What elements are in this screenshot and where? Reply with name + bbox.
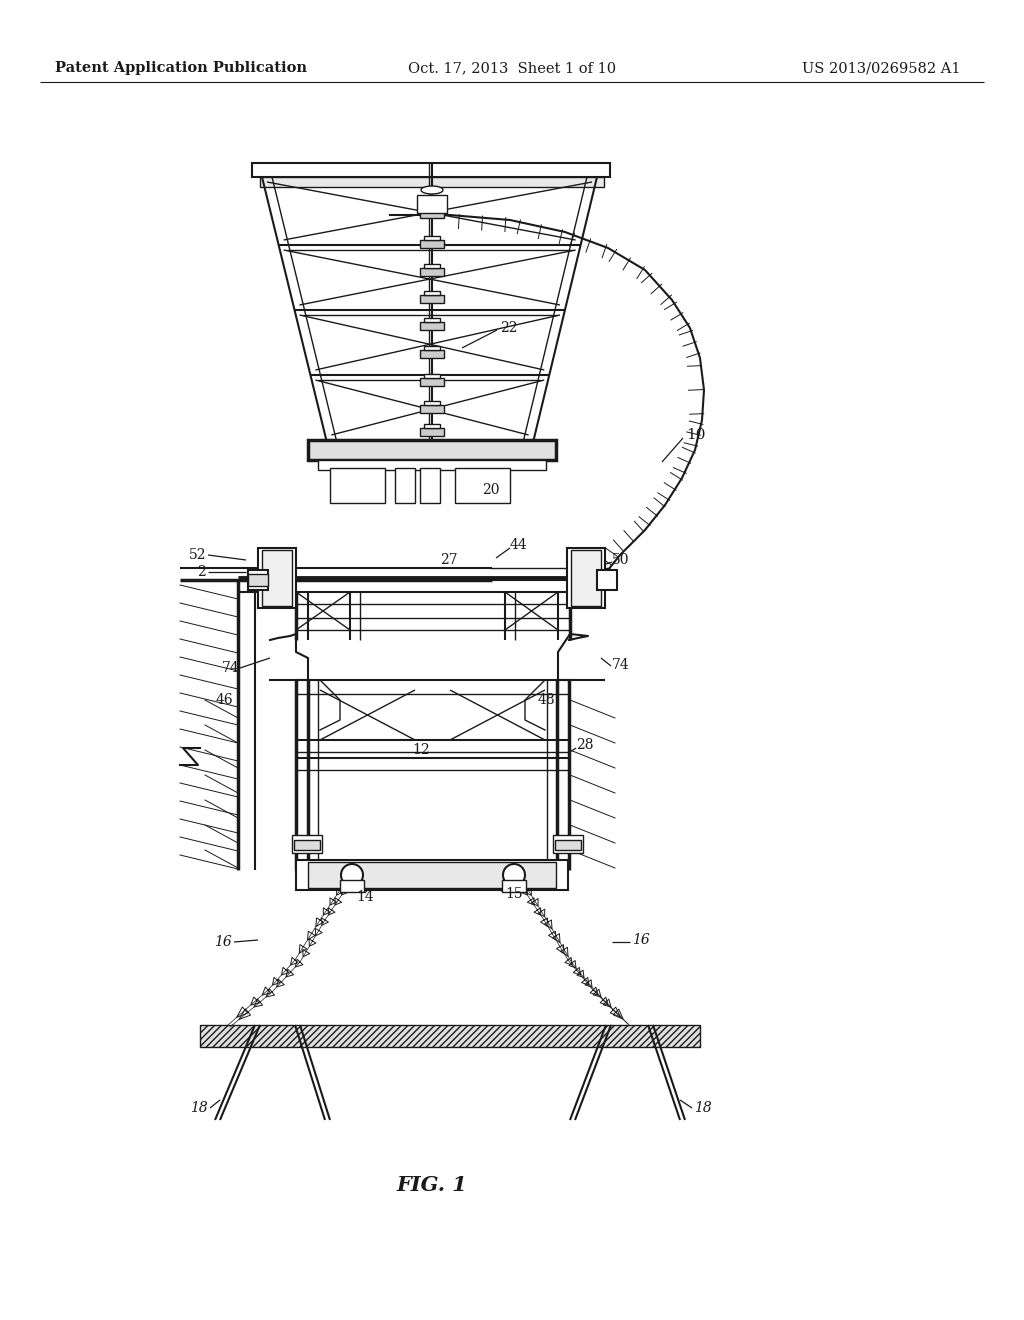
Bar: [420, 378, 444, 385]
Bar: [294, 840, 319, 850]
Text: 44: 44: [510, 539, 527, 552]
Bar: [340, 880, 364, 892]
Text: 74: 74: [222, 661, 240, 675]
Text: US 2013/0269582 A1: US 2013/0269582 A1: [802, 61, 961, 75]
Bar: [420, 428, 444, 436]
Bar: [420, 322, 444, 330]
Text: 50: 50: [612, 553, 630, 568]
Bar: [555, 840, 581, 850]
Text: 28: 28: [575, 738, 594, 752]
Bar: [502, 880, 526, 892]
Bar: [424, 318, 440, 322]
Bar: [424, 374, 440, 378]
Bar: [553, 836, 583, 853]
Bar: [420, 294, 444, 304]
Bar: [417, 195, 447, 213]
Text: 52: 52: [188, 548, 206, 562]
Bar: [262, 550, 292, 606]
Circle shape: [341, 865, 362, 886]
Bar: [292, 836, 322, 853]
Bar: [424, 206, 440, 210]
Text: 22: 22: [500, 321, 517, 335]
Bar: [420, 240, 444, 248]
Text: 10: 10: [686, 428, 706, 442]
Bar: [567, 548, 605, 609]
Bar: [420, 469, 440, 503]
Bar: [424, 236, 440, 240]
Bar: [597, 570, 617, 590]
Text: 16: 16: [214, 935, 232, 949]
Bar: [420, 405, 444, 413]
Bar: [424, 401, 440, 405]
Bar: [318, 459, 546, 470]
Bar: [455, 469, 510, 503]
Text: Patent Application Publication: Patent Application Publication: [55, 61, 307, 75]
Bar: [248, 574, 268, 586]
Bar: [395, 469, 415, 503]
Bar: [308, 862, 556, 888]
Text: 14: 14: [356, 890, 374, 904]
Bar: [260, 177, 604, 187]
Bar: [424, 264, 440, 268]
Bar: [248, 570, 268, 590]
Bar: [424, 290, 440, 294]
Bar: [296, 861, 568, 890]
Bar: [420, 268, 444, 276]
Text: 46: 46: [216, 693, 233, 708]
Circle shape: [503, 865, 525, 886]
Bar: [571, 550, 601, 606]
Text: 48: 48: [538, 693, 556, 708]
Text: 15: 15: [505, 887, 522, 902]
Text: 2: 2: [198, 565, 206, 579]
Bar: [252, 162, 610, 177]
Text: 20: 20: [482, 483, 500, 498]
Text: 27: 27: [440, 553, 458, 568]
Bar: [420, 350, 444, 358]
Bar: [308, 440, 556, 459]
Text: FIG. 1: FIG. 1: [396, 1175, 467, 1195]
Ellipse shape: [421, 186, 443, 194]
Text: 18: 18: [190, 1101, 208, 1115]
Bar: [258, 548, 296, 609]
Bar: [330, 469, 385, 503]
Bar: [424, 424, 440, 428]
Bar: [200, 1026, 700, 1047]
Bar: [424, 346, 440, 350]
Text: 12: 12: [412, 743, 430, 756]
Text: 74: 74: [612, 657, 630, 672]
Text: 18: 18: [694, 1101, 712, 1115]
Text: Oct. 17, 2013  Sheet 1 of 10: Oct. 17, 2013 Sheet 1 of 10: [408, 61, 616, 75]
Bar: [420, 210, 444, 218]
Text: 16: 16: [632, 933, 650, 946]
